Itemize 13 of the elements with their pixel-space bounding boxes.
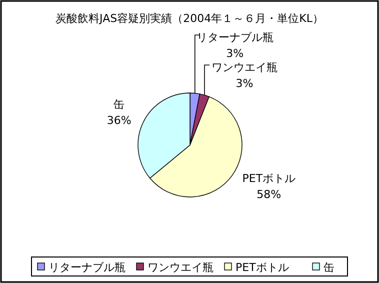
legend-label: リターナブル瓶 [48, 261, 126, 274]
slice-label: 缶 [114, 98, 125, 112]
chart-title: 炭酸飲料JAS容疑別実績（2004年１～６月・単位KL） [56, 12, 324, 25]
data-label: 58% [256, 188, 282, 201]
data-label: 36% [106, 114, 132, 128]
legend-label: ワンウエイ瓶 [148, 261, 214, 274]
slice-label: PETボトル [242, 172, 296, 185]
data-label: 3% [236, 77, 254, 90]
slice-label: リターナブル瓶 [196, 31, 274, 44]
slice-label: ワンウエイ瓶 [212, 61, 278, 74]
legend-label: PETボトル [236, 261, 289, 274]
legend-label: 缶 [324, 261, 334, 274]
data-label: 3% [226, 47, 244, 60]
